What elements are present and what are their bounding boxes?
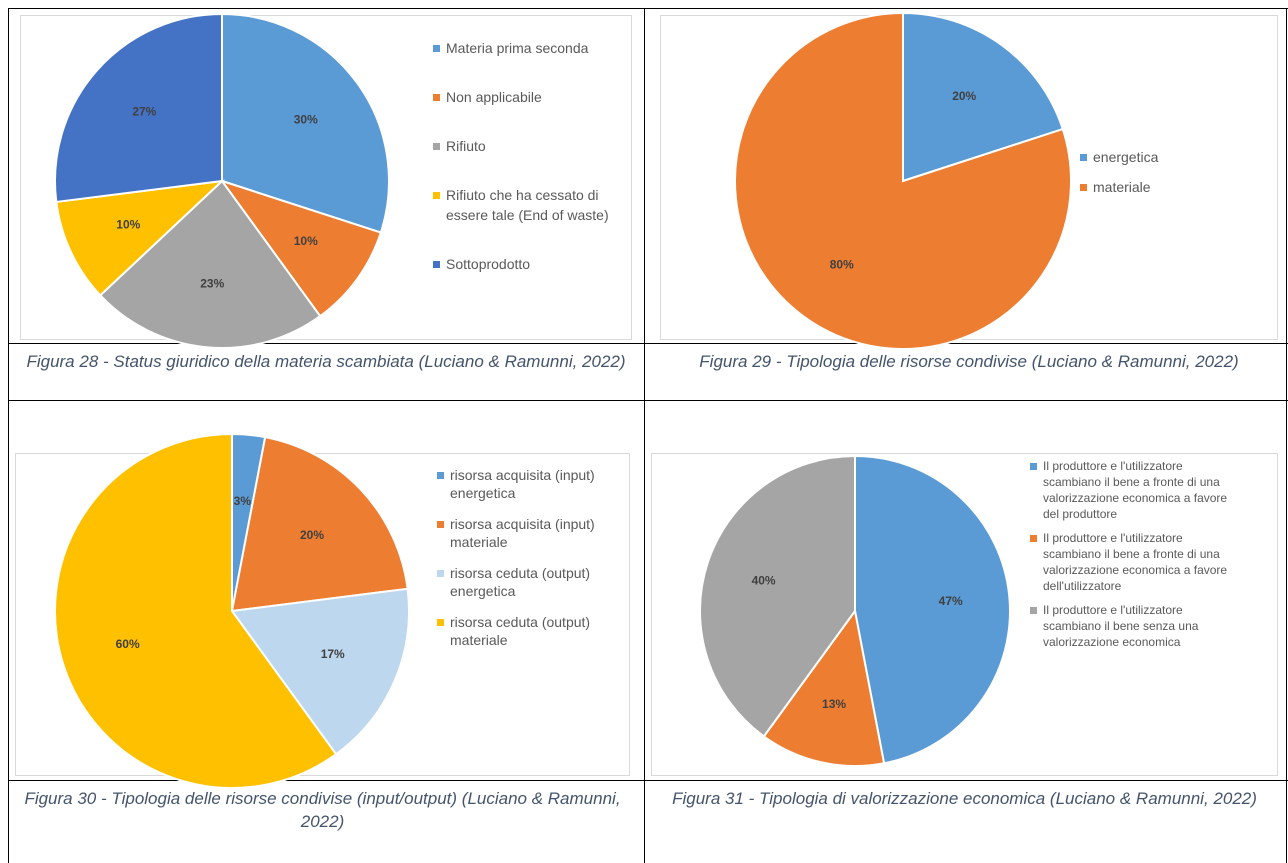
legend-item: risorsa ceduta (output) materiale <box>437 613 627 649</box>
table-border <box>8 343 1288 344</box>
pie-slice <box>902 11 1065 183</box>
legend-swatch <box>433 142 440 150</box>
table-border <box>8 8 1288 9</box>
legend-item: Rifiuto che ha cessato di essere tale (E… <box>433 185 633 225</box>
legend-label: Il produttore e l'utilizzatore scambiano… <box>1043 459 1228 521</box>
caption: Figura 28 - Status giuridico della mater… <box>26 352 626 371</box>
pie-slice <box>98 179 322 349</box>
legend-label: Il produttore e l'utilizzatore scambiano… <box>1043 603 1199 649</box>
data-label: 20% <box>952 89 976 103</box>
legend-label: risorsa ceduta (output) materiale <box>450 614 591 648</box>
legend-swatch <box>437 569 444 577</box>
legend-item: Materia prima seconda <box>433 38 633 58</box>
legend-label: risorsa acquisita (input) energetica <box>450 467 595 501</box>
table-border <box>8 8 9 863</box>
legend-swatch <box>437 471 444 479</box>
data-label: 60% <box>116 637 140 651</box>
data-label: 40% <box>752 573 776 587</box>
data-label: 3% <box>234 494 252 508</box>
table-border <box>8 780 1288 781</box>
data-label: 17% <box>321 647 345 661</box>
legend-swatch <box>433 93 440 101</box>
legend: risorsa acquisita (input) energetica riso… <box>437 466 627 662</box>
legend-label: Rifiuto che ha cessato di essere tale (E… <box>446 187 609 223</box>
legend-item: energetica <box>1080 147 1230 167</box>
data-label: 80% <box>830 257 854 271</box>
data-label: 23% <box>200 276 224 290</box>
legend: energetica materiale <box>1080 147 1230 207</box>
legend-item: risorsa acquisita (input) energetica <box>437 466 627 502</box>
legend-label: materiale <box>1093 179 1151 195</box>
pie-slice <box>54 432 338 789</box>
caption: Figura 30 - Tipologia delle risorse cond… <box>24 789 621 831</box>
legend-item: Il produttore e l'utilizzatore scambiano… <box>1030 602 1230 650</box>
legend-item: Il produttore e l'utilizzatore scambiano… <box>1030 530 1230 594</box>
legend-swatch <box>1080 153 1087 161</box>
legend-label: risorsa ceduta (output) energetica <box>450 565 591 599</box>
chart-frame <box>651 453 1278 776</box>
data-label: 13% <box>822 697 846 711</box>
legend-item: materiale <box>1080 177 1230 197</box>
data-label: 27% <box>132 105 156 119</box>
chart-frame <box>660 15 1278 340</box>
pie-slice <box>219 179 383 318</box>
data-label: 20% <box>300 528 324 542</box>
data-label: 30% <box>294 112 318 126</box>
legend-item: Il produttore e l'utilizzatore scambiano… <box>1030 458 1230 522</box>
legend-label: risorsa acquisita (input) materiale <box>450 516 595 550</box>
caption: Figura 29 - Tipologia delle risorse cond… <box>699 352 1239 371</box>
legend-label: energetica <box>1093 149 1159 165</box>
legend-swatch <box>433 191 440 199</box>
legend-label: Sottoprodotto <box>446 256 531 272</box>
legend: Il produttore e l'utilizzatore scambiano… <box>1030 458 1230 658</box>
legend-swatch <box>1030 606 1037 614</box>
pie-slice <box>762 608 886 767</box>
pie-slice <box>854 454 1012 765</box>
legend-swatch <box>1080 183 1087 191</box>
legend-swatch <box>433 260 440 268</box>
chart-frame <box>20 15 632 340</box>
legend-swatch <box>437 618 444 626</box>
data-label: 10% <box>294 234 318 248</box>
table-border <box>644 8 645 863</box>
legend: Materia prima seconda Non applicabile Rifi… <box>433 38 633 303</box>
pie-slice <box>55 179 225 297</box>
caption: Figura 31 - Tipologia di valorizzazione … <box>672 789 1257 808</box>
legend-item: risorsa acquisita (input) materiale <box>437 515 627 551</box>
pie-slice <box>221 12 390 234</box>
pie-slice <box>54 12 223 204</box>
pie-slice <box>230 435 409 613</box>
table-border <box>8 400 1288 401</box>
legend-item: Rifiuto <box>433 136 633 156</box>
legend-swatch <box>437 520 444 528</box>
pie-slice <box>699 454 856 738</box>
pie-slice <box>734 11 1073 350</box>
data-label: 47% <box>939 594 963 608</box>
legend-item: risorsa ceduta (output) energetica <box>437 564 627 600</box>
chart-frame <box>15 453 630 776</box>
pie-slice <box>230 587 410 756</box>
legend-label: Il produttore e l'utilizzatore scambiano… <box>1043 531 1228 593</box>
legend-swatch <box>1030 534 1037 542</box>
data-label: 10% <box>116 217 140 231</box>
legend-label: Non applicabile <box>446 89 542 105</box>
legend-swatch <box>433 44 440 52</box>
legend-item: Sottoprodotto <box>433 254 633 274</box>
legend-label: Rifiuto <box>446 138 486 154</box>
legend-swatch <box>1030 462 1037 470</box>
table-border <box>1286 8 1287 863</box>
legend-label: Materia prima seconda <box>446 40 589 56</box>
legend-item: Non applicabile <box>433 87 633 107</box>
